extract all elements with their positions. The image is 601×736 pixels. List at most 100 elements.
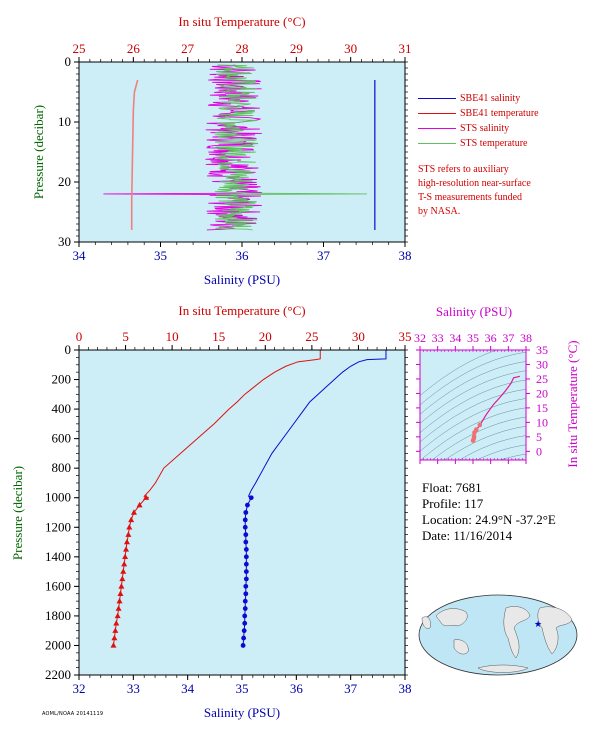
bottom-salinity-axis-tick-label: 35	[236, 681, 249, 696]
density-contour	[420, 407, 526, 460]
temperature-marker	[112, 627, 119, 633]
map-land-australia	[453, 639, 469, 655]
top-salinity-axis-tick-label: 34	[73, 248, 87, 263]
temperature-marker	[121, 561, 128, 567]
bottom-plot-background	[79, 350, 405, 675]
salinity-marker	[242, 517, 248, 523]
bottom-temperature-axis-title: In situ Temperature (°C)	[178, 303, 305, 318]
legend-label: STS temperature	[460, 138, 528, 149]
top-temperature-axis-tick-label: 29	[290, 41, 303, 56]
salinity-marker	[243, 591, 249, 597]
bottom-pressure-axis-tick-label: 1600	[45, 578, 71, 593]
temperature-marker	[114, 612, 121, 619]
ts-temperature-tick-label: 35	[536, 343, 548, 357]
salinity-marker	[241, 628, 247, 634]
bottom-temperature-axis-tick-label: 35	[399, 329, 412, 344]
legend-label: SBE41 temperature	[460, 108, 539, 119]
density-contour	[458, 435, 526, 460]
density-contour	[420, 350, 498, 396]
bottom-salinity-axis-tick-label: 33	[127, 681, 140, 696]
temperature-marker	[123, 538, 130, 545]
top-pressure-axis-tick-label: 20	[58, 174, 71, 189]
temperature-marker	[130, 509, 137, 515]
ts-temperature-tick-label: 25	[536, 372, 548, 386]
top-salinity-axis-tick-label: 38	[399, 248, 412, 263]
temperature-marker	[123, 546, 130, 552]
sts-note-line: STS refers to auxiliary	[418, 164, 509, 175]
ts-salinity-tick-label: 32	[414, 331, 426, 345]
top-temperature-axis-tick-label: 26	[127, 41, 141, 56]
temperature-marker	[117, 590, 124, 596]
ts-salinity-tick-label: 35	[467, 331, 479, 345]
world-map: ★	[418, 594, 578, 676]
legend-swatch-sbe-temperature	[418, 113, 456, 114]
density-contour	[420, 370, 526, 424]
bottom-pressure-axis-title: Pressure (decibar)	[10, 466, 25, 560]
temperature-marker	[143, 494, 150, 500]
top-temperature-axis-tick-label: 25	[73, 41, 86, 56]
bottom-salinity-axis-tick-label: 32	[73, 681, 86, 696]
ts-salinity-tick-label: 37	[502, 331, 514, 345]
top-temperature-axis-title: In situ Temperature (°C)	[178, 14, 305, 29]
salinity-marker	[243, 569, 249, 574]
ts-temperature-axis-title: In situ Temperature (°C)	[565, 340, 580, 467]
ts-temperature-tick-label: 5	[536, 430, 542, 444]
sbe-salinity-line	[247, 350, 387, 499]
density-contour	[420, 398, 526, 452]
salinity-marker	[245, 502, 250, 508]
top-salinity-axis-tick-label: 37	[317, 248, 331, 263]
sts-note-line: T-S measurements funded	[418, 192, 523, 203]
top-salinity-axis-tick-label: 35	[154, 248, 167, 263]
top-series-group	[103, 64, 376, 231]
ts-salinity-tick-label: 34	[449, 331, 461, 345]
map-land-antarctica	[477, 664, 529, 673]
salinity-marker	[243, 547, 249, 552]
bottom-salinity-axis-tick-label: 38	[399, 681, 412, 696]
temperature-marker	[119, 575, 126, 582]
temperature-marker	[120, 568, 127, 574]
temperature-marker	[125, 531, 132, 537]
bottom-axes: 0 5 10 15 20 25 30 35 32 33 34 35 36 37 38 0 200 400 600 80…	[45, 329, 412, 696]
sts-note-line: by NASA.	[418, 206, 461, 217]
bottom-temperature-axis-tick-label: 10	[166, 329, 179, 344]
ts-salinity-tick-label: 33	[432, 331, 444, 345]
bottom-pressure-axis-tick-label: 1000	[45, 490, 71, 505]
location: Location: 24.9°N -37.2°E	[422, 512, 556, 527]
date: Date: 11/16/2014	[422, 528, 513, 543]
sbe-temperature-line	[130, 79, 139, 230]
temperature-marker	[118, 583, 125, 589]
full-profile-panel: 0 5 10 15 20 25 30 35 32 33 34 35 36 37 38 0 200 400 600 80…	[10, 303, 412, 720]
top-salinity-axis-tick-label: 36	[236, 248, 250, 263]
ts-point	[473, 427, 479, 432]
salinity-marker	[243, 576, 249, 582]
ts-temperature-tick-label: 15	[536, 401, 548, 415]
top-pressure-axis-title: Pressure (decibar)	[31, 105, 46, 199]
bottom-pressure-axis-tick-label: 2000	[45, 637, 71, 652]
float-info: Float: 7681 Profile: 117 Location: 24.9°…	[422, 480, 556, 544]
bottom-temperature-axis-tick-label: 20	[259, 329, 272, 344]
ts-temperature-tick-label: 20	[536, 386, 548, 400]
temperature-marker	[113, 620, 120, 626]
ts-series-group	[470, 375, 520, 443]
density-contour	[420, 389, 526, 443]
ts-temperature-tick-label: 30	[536, 357, 548, 371]
sts-salinity-line	[103, 64, 262, 231]
sts-note-line: high-resolution near-surface	[418, 178, 531, 189]
top-pressure-axis-tick-label: 10	[58, 114, 71, 129]
map-land-americas	[503, 606, 531, 659]
ts-temperature-tick-label: 10	[536, 415, 548, 429]
legend-swatch-sts-temperature	[418, 143, 456, 144]
legend-item-sbe-temperature: SBE41 temperature	[418, 106, 539, 121]
near-surface-panel: 25 26 27 28 29 30 31 34 35 36 37 38 0 10 20 30 In situ …	[31, 14, 412, 287]
bottom-pressure-axis-tick-label: 1400	[45, 549, 71, 564]
footer-code: AOML/NOAA 20141119	[42, 711, 104, 717]
top-temperature-axis-tick-label: 28	[236, 41, 249, 56]
salinity-marker	[242, 598, 248, 604]
bottom-pressure-axis-tick-label: 1200	[45, 519, 71, 534]
legend-swatch-sts-salinity	[418, 128, 456, 129]
salinity-marker	[243, 554, 249, 560]
temperature-marker	[111, 634, 118, 641]
legend-item-sts-salinity: STS salinity	[418, 121, 539, 136]
